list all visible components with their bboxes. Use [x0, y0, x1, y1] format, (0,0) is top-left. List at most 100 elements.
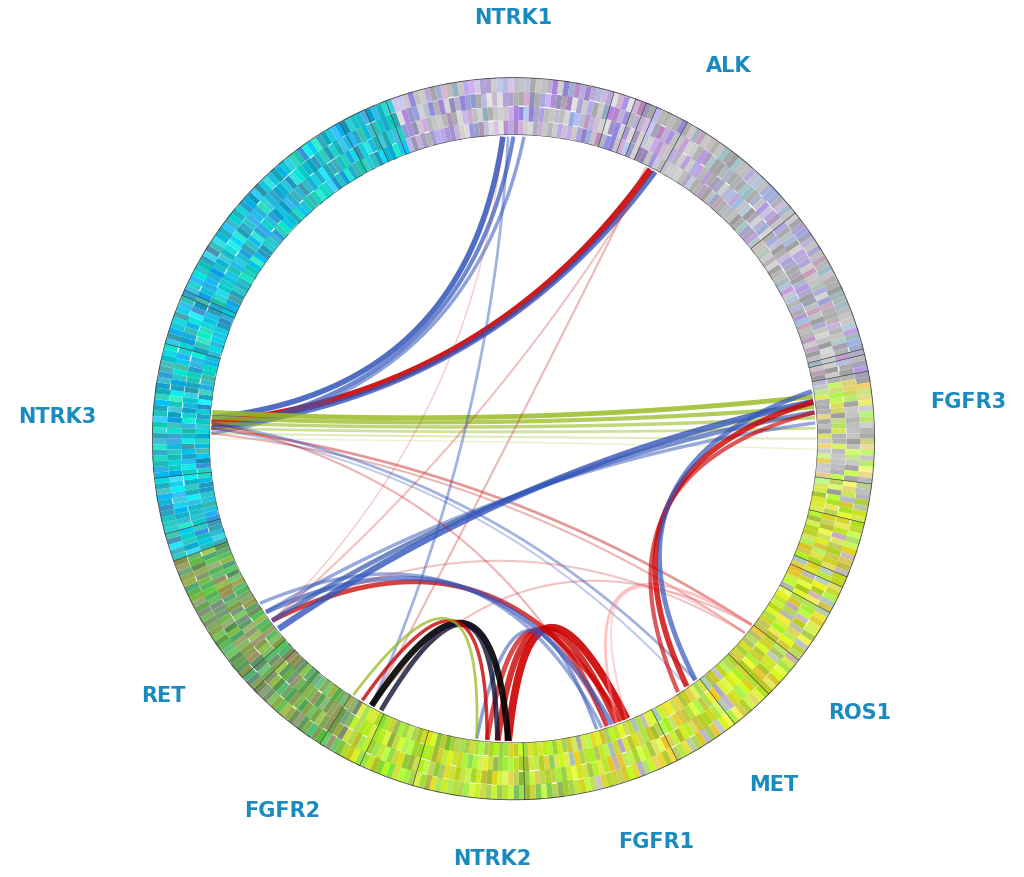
Polygon shape: [806, 519, 820, 527]
Polygon shape: [411, 727, 419, 742]
Polygon shape: [206, 271, 222, 283]
Polygon shape: [616, 738, 626, 753]
Polygon shape: [165, 531, 180, 539]
Polygon shape: [156, 482, 170, 489]
Polygon shape: [229, 576, 246, 588]
Polygon shape: [411, 742, 420, 756]
Polygon shape: [454, 125, 461, 140]
Polygon shape: [791, 222, 805, 235]
Polygon shape: [527, 742, 534, 756]
Polygon shape: [310, 190, 324, 205]
Polygon shape: [303, 196, 315, 210]
Polygon shape: [190, 356, 206, 365]
Polygon shape: [406, 138, 415, 153]
Polygon shape: [824, 503, 839, 511]
Polygon shape: [330, 738, 341, 752]
Polygon shape: [785, 239, 800, 253]
Polygon shape: [205, 354, 220, 363]
Polygon shape: [318, 715, 331, 729]
Polygon shape: [518, 107, 524, 120]
Polygon shape: [343, 695, 354, 709]
Polygon shape: [328, 144, 340, 158]
Polygon shape: [589, 131, 597, 146]
Polygon shape: [173, 311, 189, 322]
Polygon shape: [775, 277, 790, 289]
Polygon shape: [153, 410, 167, 417]
Polygon shape: [205, 514, 220, 523]
Polygon shape: [782, 577, 798, 588]
Polygon shape: [774, 200, 788, 213]
Polygon shape: [332, 139, 344, 155]
Polygon shape: [189, 275, 205, 286]
Polygon shape: [315, 729, 328, 744]
Polygon shape: [586, 101, 594, 115]
Polygon shape: [264, 193, 279, 207]
Polygon shape: [272, 186, 286, 200]
Polygon shape: [565, 766, 573, 781]
Polygon shape: [841, 490, 856, 498]
Polygon shape: [344, 150, 355, 165]
Polygon shape: [167, 438, 181, 444]
Polygon shape: [561, 125, 568, 140]
Polygon shape: [183, 474, 198, 481]
Polygon shape: [844, 475, 858, 482]
Polygon shape: [822, 556, 839, 567]
Polygon shape: [596, 759, 605, 775]
Polygon shape: [200, 491, 215, 498]
Polygon shape: [327, 684, 339, 699]
Polygon shape: [827, 541, 843, 551]
Polygon shape: [344, 713, 355, 727]
Polygon shape: [524, 785, 530, 800]
Polygon shape: [549, 754, 555, 770]
Polygon shape: [593, 746, 601, 760]
Polygon shape: [266, 692, 280, 705]
Polygon shape: [292, 657, 305, 671]
Polygon shape: [478, 741, 484, 755]
Polygon shape: [407, 754, 416, 771]
Polygon shape: [850, 520, 864, 529]
Polygon shape: [159, 371, 173, 379]
Polygon shape: [830, 417, 845, 424]
Polygon shape: [469, 739, 475, 755]
Polygon shape: [756, 202, 770, 215]
Polygon shape: [305, 704, 318, 720]
Polygon shape: [579, 750, 586, 764]
Polygon shape: [440, 84, 449, 99]
Polygon shape: [721, 695, 734, 709]
Polygon shape: [209, 528, 225, 537]
Polygon shape: [786, 298, 802, 310]
Polygon shape: [369, 709, 380, 724]
Polygon shape: [180, 423, 196, 429]
Polygon shape: [196, 453, 210, 459]
Polygon shape: [176, 306, 190, 316]
Polygon shape: [301, 179, 314, 193]
Polygon shape: [204, 360, 219, 367]
Polygon shape: [376, 118, 386, 133]
Polygon shape: [167, 449, 181, 455]
Polygon shape: [248, 260, 262, 272]
Polygon shape: [692, 164, 705, 178]
Polygon shape: [546, 80, 553, 93]
Text: NTRK1: NTRK1: [474, 8, 553, 28]
Polygon shape: [431, 116, 439, 131]
Polygon shape: [195, 434, 210, 438]
Polygon shape: [251, 610, 264, 622]
Polygon shape: [651, 154, 663, 170]
Polygon shape: [219, 312, 233, 322]
Polygon shape: [351, 732, 362, 748]
Polygon shape: [164, 344, 178, 353]
Polygon shape: [588, 747, 596, 762]
Polygon shape: [153, 422, 168, 428]
Polygon shape: [782, 290, 797, 301]
Polygon shape: [217, 583, 232, 595]
Polygon shape: [349, 148, 359, 161]
Polygon shape: [167, 417, 182, 423]
Polygon shape: [194, 566, 208, 576]
Polygon shape: [396, 767, 407, 783]
Polygon shape: [806, 560, 821, 571]
Polygon shape: [730, 156, 744, 172]
Polygon shape: [856, 482, 872, 489]
Polygon shape: [540, 770, 546, 785]
Polygon shape: [261, 219, 274, 232]
Polygon shape: [457, 781, 465, 796]
